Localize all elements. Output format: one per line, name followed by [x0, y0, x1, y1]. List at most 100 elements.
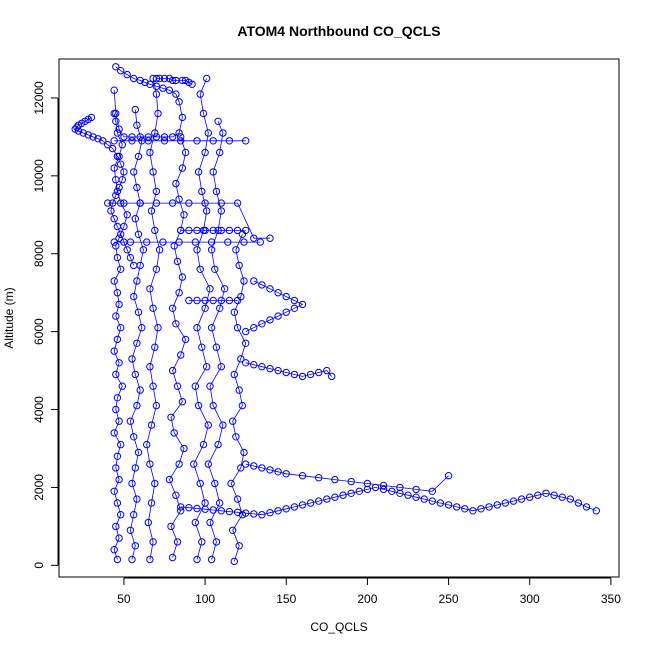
data-point — [315, 474, 323, 482]
data-point — [274, 366, 282, 375]
data-point — [212, 187, 221, 196]
data-point — [191, 238, 200, 246]
data-point — [104, 199, 112, 207]
data-point — [212, 343, 221, 351]
data-point — [143, 238, 151, 246]
data-point — [112, 405, 120, 414]
data-point — [175, 129, 183, 137]
data-point — [201, 304, 209, 312]
data-point — [144, 133, 153, 141]
data-point — [191, 382, 200, 390]
series-line — [245, 463, 449, 492]
data-point — [120, 199, 128, 207]
data-point — [196, 479, 204, 488]
series-12 — [242, 277, 307, 336]
data-point — [355, 487, 363, 495]
series-16 — [152, 74, 196, 89]
data-point — [250, 277, 258, 285]
data-point — [115, 125, 123, 133]
series-7 — [227, 230, 250, 566]
data-point — [112, 109, 120, 118]
data-point — [237, 464, 245, 472]
data-point — [177, 507, 185, 515]
data-point — [201, 505, 209, 513]
data-point — [240, 277, 248, 285]
data-point — [113, 222, 122, 231]
data-point — [217, 507, 226, 515]
data-point — [177, 351, 185, 359]
data-point — [165, 86, 174, 94]
data-point — [172, 320, 180, 328]
data-point — [453, 503, 461, 511]
y-tick-label: 4000 — [32, 396, 46, 423]
data-point — [229, 526, 237, 534]
data-point — [217, 226, 226, 235]
data-point — [233, 199, 242, 207]
y-tick-label: 2000 — [32, 474, 46, 501]
data-point — [168, 133, 177, 141]
data-point — [131, 542, 140, 550]
data-point — [225, 137, 234, 145]
data-point — [117, 160, 125, 168]
data-point — [274, 468, 282, 476]
data-point — [146, 148, 154, 157]
x-axis-label: CO_QCLS — [310, 620, 367, 634]
data-point — [282, 470, 290, 478]
data-point — [339, 491, 347, 499]
data-point — [144, 518, 153, 527]
data-point — [237, 355, 245, 363]
data-point — [258, 511, 266, 519]
data-point — [230, 557, 239, 566]
data-point — [128, 355, 136, 363]
data-point — [198, 187, 206, 196]
data-point — [542, 489, 550, 497]
data-point — [207, 324, 216, 332]
data-point — [266, 316, 274, 324]
data-point — [133, 121, 141, 129]
data-point — [152, 90, 161, 98]
data-point — [193, 296, 201, 305]
data-point — [574, 499, 583, 507]
data-point — [363, 479, 372, 488]
data-point — [233, 226, 242, 235]
data-point — [152, 133, 161, 141]
data-point — [235, 261, 243, 270]
data-point — [207, 555, 216, 564]
data-point — [240, 238, 248, 246]
data-point — [211, 265, 219, 273]
series-line — [107, 202, 270, 239]
x-tick-label: 100 — [195, 592, 215, 606]
data-point — [136, 133, 144, 141]
series-9 — [177, 483, 600, 519]
x-axis: 50 100 150 200 250 300 350 — [117, 577, 621, 606]
data-point — [534, 491, 542, 499]
data-point — [206, 285, 214, 293]
data-point — [282, 308, 290, 316]
data-point — [128, 479, 136, 488]
data-point — [151, 479, 159, 488]
data-point — [147, 207, 156, 215]
data-point — [181, 148, 190, 157]
data-point — [274, 312, 282, 320]
data-point — [144, 137, 153, 145]
data-point — [180, 444, 188, 453]
data-point — [193, 226, 201, 235]
data-point — [229, 417, 237, 425]
data-point — [181, 335, 190, 344]
data-point — [104, 141, 112, 149]
series-line — [230, 234, 247, 562]
data-point — [112, 191, 120, 200]
data-point — [133, 401, 141, 410]
data-point — [290, 503, 299, 511]
data-point — [177, 503, 185, 511]
data-point — [250, 234, 258, 242]
data-point — [558, 493, 566, 501]
data-point — [185, 199, 193, 207]
data-point — [242, 359, 250, 367]
data-point — [216, 499, 224, 507]
data-point — [592, 507, 600, 515]
data-point — [501, 499, 510, 507]
data-point — [217, 199, 226, 207]
data-point — [204, 421, 213, 429]
